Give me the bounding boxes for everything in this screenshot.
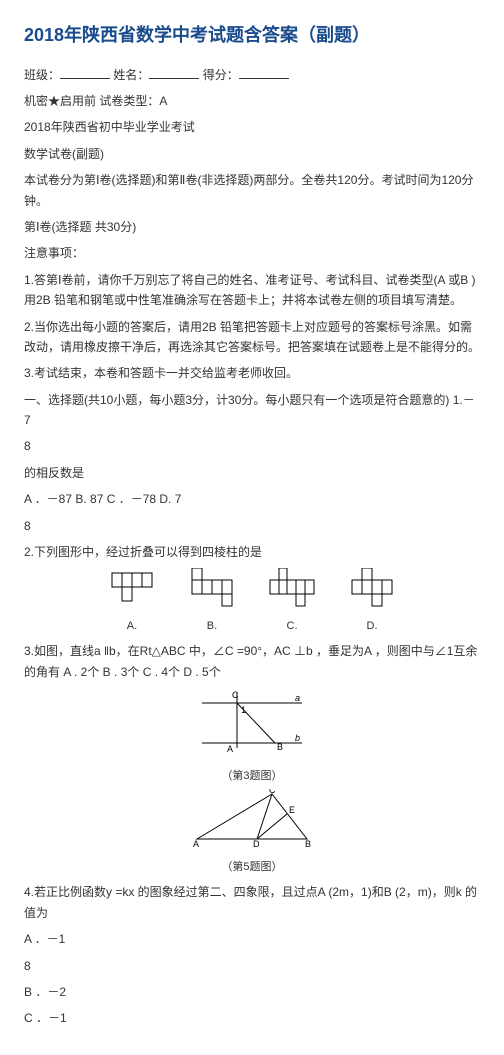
net-b-icon xyxy=(187,568,237,608)
name-label: 姓名： xyxy=(113,68,149,82)
fig-label-c: C. xyxy=(267,617,317,636)
notice-3: 3.考试结束，本卷和答题卡一并交给监考老师收回。 xyxy=(24,363,480,383)
q2-figure-b: B. xyxy=(187,568,237,635)
net-a-icon xyxy=(107,568,157,608)
q1-eight: 8 xyxy=(24,436,480,456)
student-fields: 班级： 姓名： 得分： xyxy=(24,65,480,85)
q3-figure-wrap: C 1 B A a b （第3题图） xyxy=(24,688,480,785)
q4-opt-c: C ．－1 xyxy=(24,1008,480,1028)
svg-text:D: D xyxy=(253,839,260,849)
secrecy-line: 机密★启用前 试卷类型：A xyxy=(24,91,480,111)
fig-label-d: D. xyxy=(347,617,397,636)
net-c-icon xyxy=(267,568,317,608)
section1-line: 一、选择题(共10小题，每小题3分，计30分。每小题只有一个选项是符合题意的) … xyxy=(24,390,480,431)
svg-text:A: A xyxy=(227,744,233,754)
page-title: 2018年陕西省数学中考试题含答案（副题） xyxy=(24,20,480,51)
score-label: 得分： xyxy=(203,68,239,82)
exam-name: 2018年陕西省初中毕业学业考试 xyxy=(24,117,480,137)
q3-text: 3.如图，直线a ǁb，在Rt△ABC 中，∠C =90°，AC ⊥b ，垂足为… xyxy=(24,641,480,682)
q1-opposite-text: 的相反数是 xyxy=(24,463,480,483)
svg-text:1: 1 xyxy=(241,705,246,715)
svg-text:A: A xyxy=(193,839,199,849)
q4-text: 4.若正比例函数y =kx 的图象经过第二、四象限，且过点A (2m，1)和B … xyxy=(24,882,480,923)
svg-text:E: E xyxy=(289,805,295,815)
fig-label-a: A. xyxy=(107,617,157,636)
q2-figure-c: C. xyxy=(267,568,317,635)
part1-heading: 第Ⅰ卷(选择题 共30分) xyxy=(24,217,480,237)
fig3-caption: （第3题图） xyxy=(197,767,307,786)
q1-options: A ．－87 B. 87 C ．－78 D. 7 xyxy=(24,489,480,509)
q1-eight2: 8 xyxy=(24,516,480,536)
q2-figure-a: A. xyxy=(107,568,157,635)
q4-opt-a: A ．－1 xyxy=(24,929,480,949)
notice-1: 1.答第Ⅰ卷前，请你千万别忘了将自己的姓名、准考证号、考试科目、试卷类型(A 或… xyxy=(24,270,480,311)
svg-text:C: C xyxy=(232,690,239,700)
q4-opt-b: B ．－2 xyxy=(24,982,480,1002)
svg-text:B: B xyxy=(277,742,283,752)
q2-figure-d: D. xyxy=(347,568,397,635)
notice-heading: 注意事项： xyxy=(24,243,480,263)
structure-note: 本试卷分为第Ⅰ卷(选择题)和第Ⅱ卷(非选择题)两部分。全卷共120分。考试时间为… xyxy=(24,170,480,211)
q2-text: 2.下列图形中，经过折叠可以得到四棱柱的是 xyxy=(24,542,480,562)
class-fill xyxy=(60,66,110,79)
notice-2: 2.当你选出每小题的答案后，请用2B 铅笔把答题卡上对应题号的答案标号涂黑。如需… xyxy=(24,317,480,358)
fig5-caption: （第5题图） xyxy=(187,858,317,877)
fig-label-b: B. xyxy=(187,617,237,636)
svg-text:C: C xyxy=(269,789,276,795)
name-fill xyxy=(149,66,199,79)
svg-text:a: a xyxy=(295,693,300,703)
class-label: 班级： xyxy=(24,68,60,82)
svg-text:b: b xyxy=(295,733,300,743)
q5-figure-wrap: A D B C E （第5题图） xyxy=(24,789,480,876)
q5-diagram-icon: A D B C E xyxy=(187,789,317,849)
net-d-icon xyxy=(347,568,397,608)
q4-eight: 8 xyxy=(24,956,480,976)
paper-type: 数学试卷(副题) xyxy=(24,144,480,164)
svg-text:B: B xyxy=(305,839,311,849)
q3-diagram-icon: C 1 B A a b xyxy=(197,688,307,758)
q2-figure-row: A. B. C. xyxy=(24,568,480,635)
score-fill xyxy=(239,66,289,79)
